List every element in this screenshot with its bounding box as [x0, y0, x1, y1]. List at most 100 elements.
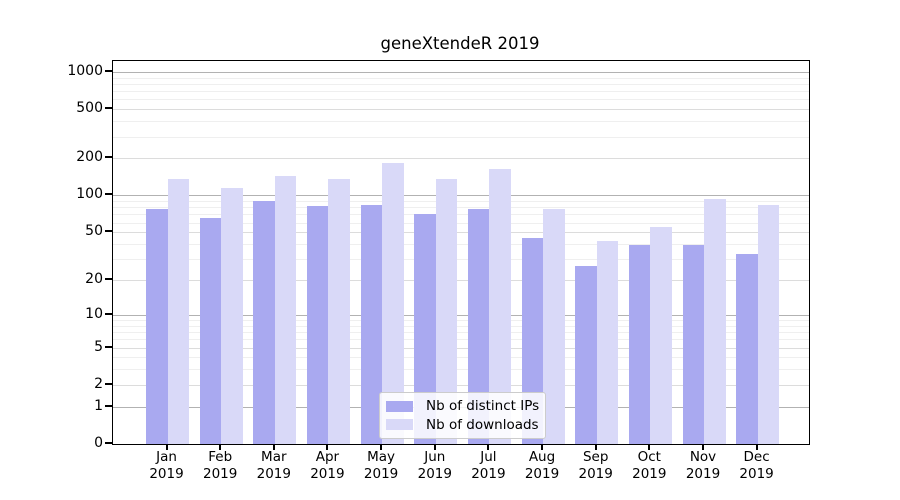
y-tick [105, 345, 112, 348]
gridline-minor [113, 259, 809, 260]
x-tick-year: 2019 [578, 466, 613, 482]
x-tick-year: 2019 [203, 466, 238, 482]
y-tick-label: 0 [94, 435, 103, 451]
x-tick-label-feb: Feb 2019 [188, 449, 252, 483]
bar-downloads-mar [274, 175, 297, 444]
legend-item-distinct-ips: Nb of distinct IPs [386, 397, 540, 415]
gridline-major [113, 109, 809, 111]
y-tick-label: 10 [85, 305, 103, 322]
gridline-major [113, 280, 809, 281]
bar-downloads-oct [650, 227, 672, 444]
gridline-major [113, 232, 809, 234]
x-tick [326, 444, 329, 450]
gridline-minor [113, 369, 809, 371]
x-tick-label-jun: Jun 2019 [403, 449, 467, 483]
legend-label-distinct-ips: Nb of distinct IPs [426, 398, 540, 415]
x-tick-year: 2019 [256, 466, 291, 482]
x-tick-label-aug: Aug 2019 [510, 449, 574, 483]
bar-distinct-ips-apr [306, 205, 329, 444]
y-tick [105, 278, 112, 280]
x-tick [648, 444, 651, 450]
x-tick-month: Nov [689, 449, 717, 465]
y-tick [105, 404, 112, 407]
y-tick-label: 5 [94, 338, 103, 355]
x-tick-year: 2019 [685, 466, 721, 482]
y-tick-label: 1 [94, 397, 103, 414]
bar-downloads-apr [328, 178, 350, 444]
gridline-major [113, 347, 809, 349]
x-tick [165, 444, 168, 450]
bar-downloads-jul [489, 169, 511, 444]
x-tick-month: May [367, 449, 396, 465]
y-tick [105, 312, 112, 315]
x-tick [487, 444, 490, 450]
y-tick-label: 500 [76, 100, 103, 117]
legend-swatch-downloads [386, 419, 413, 431]
bar-downloads-feb [221, 188, 243, 444]
gridline-minor [113, 136, 809, 138]
y-tick-label: 2 [94, 375, 103, 392]
x-tick-year: 2019 [739, 466, 774, 482]
x-tick [594, 444, 597, 450]
x-tick [755, 444, 758, 450]
x-tick-year: 2019 [149, 466, 184, 482]
x-tick-month: Jul [480, 449, 497, 465]
x-tick-label-nov: Nov 2019 [671, 449, 735, 483]
bar-downloads-dec [757, 205, 780, 444]
y-tick [105, 442, 112, 444]
bar-distinct-ips-mar [253, 201, 275, 444]
x-tick-month: Aug [528, 449, 556, 465]
y-tick-label: 50 [85, 223, 103, 240]
y-tick [105, 156, 112, 159]
gridline-minor [113, 320, 809, 321]
y-tick [105, 230, 112, 233]
bar-downloads-nov [704, 198, 726, 444]
x-tick-label-mar: Mar 2019 [242, 449, 306, 483]
bar-downloads-jun [435, 178, 458, 444]
legend: Nb of distinct IPs Nb of downloads [379, 392, 546, 439]
x-tick-year: 2019 [632, 466, 667, 482]
y-tick-label: 100 [76, 186, 103, 203]
gridline-major [113, 158, 809, 160]
x-tick-month: Apr [315, 449, 340, 465]
x-tick-label-jan: Jan 2019 [135, 449, 199, 483]
legend-label-downloads: Nb of downloads [426, 416, 539, 433]
bar-distinct-ips-sep [575, 266, 597, 444]
gridline-minor [113, 77, 809, 79]
x-tick-month: Dec [743, 449, 770, 465]
x-tick [433, 444, 436, 450]
gridline-minor [113, 243, 809, 245]
x-tick-year: 2019 [471, 466, 506, 482]
bar-distinct-ips-feb [199, 217, 222, 444]
y-tick [105, 382, 112, 385]
x-tick-year: 2019 [310, 466, 345, 482]
x-tick-month: Jun [424, 449, 446, 465]
x-tick [219, 444, 222, 450]
y-tick [105, 193, 112, 196]
x-tick-month: Jan [156, 449, 177, 465]
x-tick [702, 444, 704, 450]
gridline-major [113, 384, 809, 386]
gridline-minor [113, 214, 809, 216]
x-tick-month: Feb [208, 449, 233, 465]
bar-downloads-may [382, 162, 404, 444]
bar-distinct-ips-jan [146, 209, 168, 444]
x-tick-label-dec: Dec 2019 [725, 449, 789, 483]
gridline-minor [113, 99, 809, 101]
gridline-minor [113, 83, 809, 85]
x-tick [541, 444, 543, 450]
gridline-minor [113, 91, 809, 92]
bar-downloads-aug [543, 209, 565, 444]
x-tick-month: Oct [637, 449, 661, 465]
chart-title: geneXtendeR 2019 [380, 34, 540, 53]
x-tick-year: 2019 [524, 466, 560, 482]
bar-downloads-sep [596, 241, 619, 444]
gridline-major [113, 195, 809, 197]
y-tick [105, 107, 112, 110]
x-tick-label-sep: Sep 2019 [564, 449, 628, 483]
x-tick-label-may: May 2019 [349, 449, 413, 483]
gridline-minor [113, 201, 809, 202]
bar-distinct-ips-nov [682, 245, 704, 444]
bar-distinct-ips-jun [414, 214, 436, 444]
